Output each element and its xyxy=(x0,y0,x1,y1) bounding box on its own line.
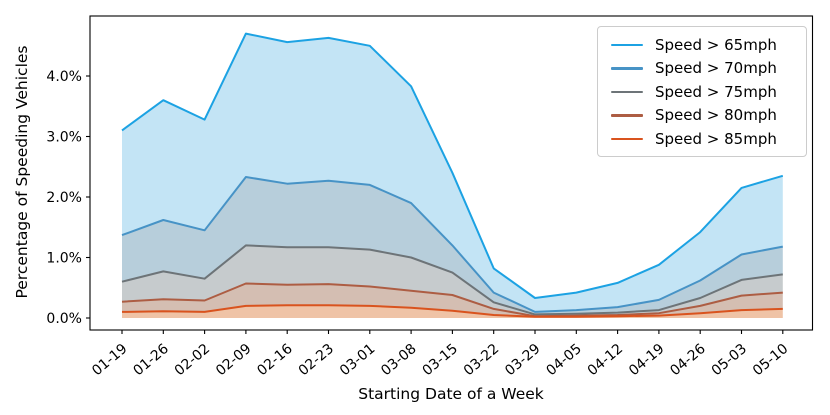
line-2 xyxy=(121,244,783,316)
x-tick-label: 05-10 xyxy=(750,341,791,379)
plot-border xyxy=(89,15,814,331)
x-tick-label: 02-16 xyxy=(254,341,296,379)
y-axis-label: Percentage of Speeding Vehicles xyxy=(13,46,31,299)
legend-item-speed-80: Speed > 80mph xyxy=(611,105,796,127)
x-tick-label: 05-03 xyxy=(709,341,750,379)
x-tick-label: 01-19 xyxy=(89,341,130,379)
legend-line-speed-65 xyxy=(611,43,643,47)
x-tick-label: 03-08 xyxy=(378,341,419,379)
series-lines xyxy=(121,32,784,318)
line-4 xyxy=(121,304,783,318)
y-tick-label: 0.0% xyxy=(46,311,82,327)
x-tick-label: 04-05 xyxy=(543,341,584,379)
y-tick-label: 3.0% xyxy=(46,130,82,146)
legend-item-speed-65: Speed > 65mph xyxy=(611,34,796,56)
x-tick-label: 04-26 xyxy=(667,341,709,379)
legend-label: Speed > 85mph xyxy=(655,129,777,148)
legend-line-speed-70 xyxy=(611,67,643,70)
legend-item-speed-85: Speed > 85mph xyxy=(611,128,796,150)
legend-line-speed-80 xyxy=(611,114,643,117)
legend-label: Speed > 75mph xyxy=(655,82,777,101)
legend: Speed > 65mph Speed > 70mph Speed > 75mp… xyxy=(597,26,807,157)
y-tick-label: 2.0% xyxy=(46,190,82,206)
band-3 xyxy=(122,283,783,317)
legend-item-speed-70: Speed > 70mph xyxy=(611,58,796,80)
band-0 xyxy=(122,33,783,312)
legend-label: Speed > 80mph xyxy=(655,106,777,124)
y-tick-label: 4.0% xyxy=(46,69,82,85)
y-tick-label: 1.0% xyxy=(46,251,82,267)
legend-line-speed-85 xyxy=(611,137,643,141)
line-3 xyxy=(121,282,783,318)
line-1 xyxy=(121,176,783,313)
legend-label: Speed > 70mph xyxy=(655,59,777,77)
x-tick-label: 02-09 xyxy=(213,341,254,379)
x-tick-label: 04-12 xyxy=(585,341,626,379)
axis-ticks xyxy=(86,75,784,334)
x-tick-label: 03-22 xyxy=(461,341,502,379)
x-tick-label: 04-19 xyxy=(626,341,667,379)
legend-line-speed-75 xyxy=(611,90,643,94)
band-2 xyxy=(122,245,783,317)
legend-label: Speed > 65mph xyxy=(655,35,777,54)
legend-item-speed-75: Speed > 75mph xyxy=(611,81,796,103)
line-0 xyxy=(121,32,784,299)
x-tick-label: 01-26 xyxy=(130,341,172,379)
x-tick-label: 02-02 xyxy=(172,341,213,379)
x-tick-label: 03-01 xyxy=(337,341,378,379)
x-tick-label: 03-15 xyxy=(420,341,461,379)
x-axis-label: Starting Date of a Week xyxy=(358,385,544,403)
x-tick-label: 03-29 xyxy=(502,341,543,379)
x-tick-label: 02-23 xyxy=(296,341,337,379)
